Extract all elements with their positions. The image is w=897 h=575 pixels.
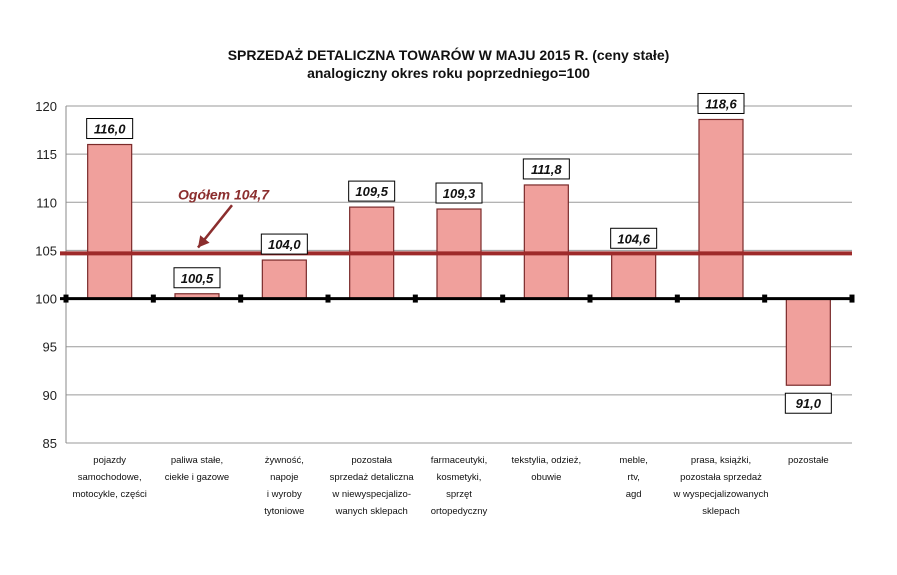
data-label: 104,6 <box>617 231 650 246</box>
chart-subtitle: analogiczny okres roku poprzedniego=100 <box>307 65 590 81</box>
data-label-box <box>610 227 658 249</box>
data-label: 100,5 <box>181 271 214 286</box>
annotation-arrow-head <box>198 235 210 248</box>
x-category-label: napoje <box>270 472 299 483</box>
x-category-label: pozostała <box>351 455 392 466</box>
x-category-label: paliwa stałe, <box>171 455 223 466</box>
x-tick-mark <box>150 294 156 303</box>
x-category-label: wanych sklepach <box>334 506 407 517</box>
x-category-label: w niewyspecjalizo- <box>331 489 411 500</box>
x-category-label: meble, <box>619 455 648 466</box>
x-category-label: motocykle, części <box>72 489 146 500</box>
y-tick-label: 85 <box>43 436 57 451</box>
data-label: 109,3 <box>443 186 476 201</box>
x-category-label: pojazdy <box>93 455 126 466</box>
x-category-label: sklepach <box>702 506 740 517</box>
bar <box>261 259 307 300</box>
data-label: 104,0 <box>268 237 301 252</box>
x-tick-mark <box>587 294 593 303</box>
x-tick-mark <box>674 294 680 303</box>
x-category-label: kosmetyki, <box>437 472 482 483</box>
y-tick-label: 90 <box>43 388 57 403</box>
x-category-label: ortopedyczny <box>431 506 488 517</box>
data-label-box <box>348 180 396 202</box>
x-category-label: sprzedaż detaliczna <box>330 472 415 483</box>
x-category-label: rtv, <box>627 472 640 483</box>
x-category-label: tekstylia, odzież, <box>511 455 581 466</box>
y-tick-label: 95 <box>43 340 57 355</box>
y-tick-label: 100 <box>35 292 57 307</box>
data-label: 116,0 <box>94 122 126 137</box>
x-category-label: pozostała sprzedaż <box>680 472 762 483</box>
data-label-box <box>86 118 134 140</box>
x-tick-mark <box>412 294 418 303</box>
x-tick-mark <box>762 294 768 303</box>
x-category-label: samochodowe, <box>78 472 142 483</box>
x-category-label: i wyroby <box>267 489 302 500</box>
x-tick-mark <box>325 294 331 303</box>
x-category-label: żywność, <box>265 455 304 466</box>
y-tick-label: 105 <box>35 243 57 258</box>
x-category-label: w wyspecjalizowanych <box>672 489 768 500</box>
x-category-label: tytoniowe <box>264 506 304 517</box>
x-category-label: obuwie <box>531 472 561 483</box>
y-tick-label: 120 <box>35 99 57 114</box>
bar <box>698 118 744 300</box>
data-label-box <box>173 267 221 289</box>
y-tick-label: 115 <box>36 147 57 162</box>
bar <box>611 253 657 300</box>
bar <box>523 184 569 300</box>
data-label: 118,6 <box>705 96 737 111</box>
x-tick-mark <box>500 294 506 303</box>
x-category-label: sprzęt <box>446 489 472 500</box>
data-label-box <box>697 92 745 114</box>
x-category-label: farmaceutyki, <box>431 455 488 466</box>
x-category-label: ciekłe i gazowe <box>165 472 229 483</box>
data-label: 109,5 <box>355 184 388 199</box>
x-tick-mark <box>238 294 244 303</box>
x-category-label: pozostałe <box>788 455 829 466</box>
data-label-box <box>260 233 308 255</box>
y-tick-label: 110 <box>36 195 57 210</box>
data-label: 111,8 <box>531 162 562 177</box>
data-label-box <box>522 158 570 180</box>
chart-title: SPRZEDAŻ DETALICZNA TOWARÓW W MAJU 2015 … <box>227 47 670 63</box>
x-tick-mark <box>849 294 855 303</box>
data-label: 91,0 <box>796 396 822 411</box>
x-tick-mark <box>63 294 69 303</box>
data-label-box <box>435 182 483 204</box>
x-category-label: agd <box>626 489 642 500</box>
x-category-label: prasa, książki, <box>691 455 751 466</box>
reference-annotation: Ogółem 104,7 <box>178 187 270 203</box>
data-label-box <box>784 392 832 414</box>
bar <box>785 297 831 386</box>
bar <box>87 143 133 300</box>
